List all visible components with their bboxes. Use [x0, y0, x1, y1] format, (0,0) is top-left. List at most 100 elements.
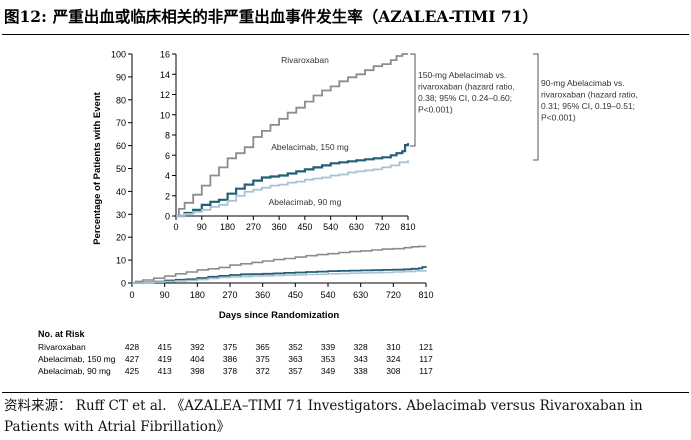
hr150-text-line: P<0.001) [418, 105, 453, 115]
main-x-tick-label: 360 [255, 290, 270, 300]
label-abelacimab-90: Abelacimab, 90 mg [269, 197, 342, 207]
main-x-tick-label: 180 [190, 290, 205, 300]
inset-x-tick-label: 180 [220, 222, 235, 232]
risk-cell: 413 [158, 366, 172, 376]
source-rule [2, 392, 689, 393]
risk-cell: 392 [190, 342, 204, 352]
risk-cell: 357 [288, 366, 302, 376]
inset-y-tick-label: 10 [160, 110, 170, 120]
risk-cell: 375 [256, 354, 270, 364]
main-y-tick-label: 70 [116, 118, 126, 128]
main-y-tick-label: 90 [116, 72, 126, 82]
inset-y-tick-label: 4 [165, 171, 170, 181]
inset-x-tick-label: 0 [173, 222, 178, 232]
main-x-tick-label: 270 [222, 290, 237, 300]
main-y-tick-label: 80 [116, 95, 126, 105]
x-axis-label: Days since Randomization [219, 310, 340, 321]
inset-x-tick-label: 810 [400, 222, 415, 232]
label-rivaroxaban: Rivaroxaban [281, 55, 329, 65]
main-x-tick-label: 540 [320, 290, 335, 300]
main-x-tick-label: 450 [288, 290, 303, 300]
risk-cell: 121 [419, 342, 433, 352]
title-rule [2, 34, 689, 35]
inset-y-tick-label: 16 [160, 50, 170, 60]
risk-cell: 308 [386, 366, 400, 376]
hr150-text-line: rivaroxaban (hazard ratio, [418, 82, 515, 92]
risk-cell: 375 [223, 342, 237, 352]
inset-x-tick-label: 360 [272, 222, 287, 232]
risk-cell: 365 [256, 342, 270, 352]
y-axis-label: Percentage of Patients with Event [92, 91, 103, 244]
main-y-tick-label: 0 [121, 279, 126, 289]
main-x-tick-label: 90 [160, 290, 170, 300]
risk-cell: 117 [419, 354, 433, 364]
main-x-tick-label: 630 [353, 290, 368, 300]
main-x-tick-label: 0 [129, 290, 134, 300]
figure-number: 图12: [4, 7, 47, 26]
hr150-text-line: 150-mg Abelacimab vs. [418, 70, 506, 80]
inset-y-tick-label: 14 [160, 70, 170, 80]
risk-cell: 372 [256, 366, 270, 376]
inset-series-line-3 [176, 160, 409, 217]
inset-x-tick-label: 540 [323, 222, 338, 232]
main-x-tick-label: 720 [386, 290, 401, 300]
inset-background [172, 50, 426, 236]
hr150-bracket [410, 53, 416, 147]
inset-y-tick-label: 8 [165, 131, 170, 141]
risk-cell: 404 [190, 354, 204, 364]
risk-cell: 338 [354, 366, 368, 376]
risk-cell: 352 [288, 342, 302, 352]
risk-cell: 427 [125, 354, 139, 364]
inset-y-tick-label: 2 [165, 191, 170, 201]
main-series-line-3 [132, 270, 427, 284]
inset-x-tick-label: 90 [197, 222, 207, 232]
main-y-tick-label: 30 [116, 210, 126, 220]
hr150-text-line: 0.38; 95% CI, 0.24–0.60; [418, 93, 512, 103]
inset-x-tick-label: 450 [297, 222, 312, 232]
main-y-tick-label: 10 [116, 256, 126, 266]
figure-title: 图12: 严重出血或临床相关的非严重出血事件发生率（AZALEA-TIMI 71） [4, 2, 687, 32]
main-y-tick-label: 40 [116, 187, 126, 197]
risk-cell: 386 [223, 354, 237, 364]
risk-cell: 310 [386, 342, 400, 352]
main-x-tick-label: 810 [418, 290, 433, 300]
risk-cell: 349 [321, 366, 335, 376]
main-series-line-2 [132, 266, 427, 284]
main-y-tick-label: 60 [116, 141, 126, 151]
inset-x-tick-label: 720 [375, 222, 390, 232]
risk-row-label: Abelacimab, 90 mg [38, 366, 111, 376]
hr90-bracket [533, 53, 539, 161]
source-note: 资料来源： Ruff CT et al. 《AZALEA–TIMI 71 Inv… [4, 398, 643, 435]
hr90-text-line: P<0.001) [541, 113, 576, 123]
risk-cell: 363 [288, 354, 302, 364]
inset-series-line-1 [176, 53, 408, 217]
hr90-text-line: 90-mg Abelacimab vs. [541, 78, 625, 88]
inset-y-tick-label: 12 [160, 90, 170, 100]
figure-title-text: 严重出血或临床相关的非严重出血事件发生率（AZALEA-TIMI 71） [52, 7, 538, 26]
label-abelacimab-150: Abelacimab, 150 mg [271, 142, 349, 152]
main-series-line-1 [132, 245, 426, 284]
risk-cell: 117 [419, 366, 433, 376]
risk-cell: 398 [190, 366, 204, 376]
risk-cell: 378 [223, 366, 237, 376]
inset-y-tick-label: 6 [165, 151, 170, 161]
inset-x-tick-label: 270 [246, 222, 261, 232]
risk-cell: 328 [354, 342, 368, 352]
main-y-tick-label: 50 [116, 164, 126, 174]
risk-cell: 353 [321, 354, 335, 364]
risk-cell: 425 [125, 366, 139, 376]
inset-y-tick-label: 0 [165, 212, 170, 222]
inset-x-tick-label: 630 [349, 222, 364, 232]
risk-cell: 343 [354, 354, 368, 364]
hr90-text-line: rivaroxaban (hazard ratio, [541, 90, 638, 100]
risk-row-label: Abelacimab, 150 mg [38, 354, 116, 364]
risk-cell: 339 [321, 342, 335, 352]
main-y-tick-label: 100 [111, 50, 126, 60]
risk-row-label: Rivaroxaban [38, 342, 86, 352]
risk-table-header: No. at Risk [38, 329, 86, 339]
main-y-tick-label: 20 [116, 233, 126, 243]
risk-cell: 415 [158, 342, 172, 352]
risk-cell: 419 [158, 354, 172, 364]
inset-series-line-2 [176, 143, 410, 218]
